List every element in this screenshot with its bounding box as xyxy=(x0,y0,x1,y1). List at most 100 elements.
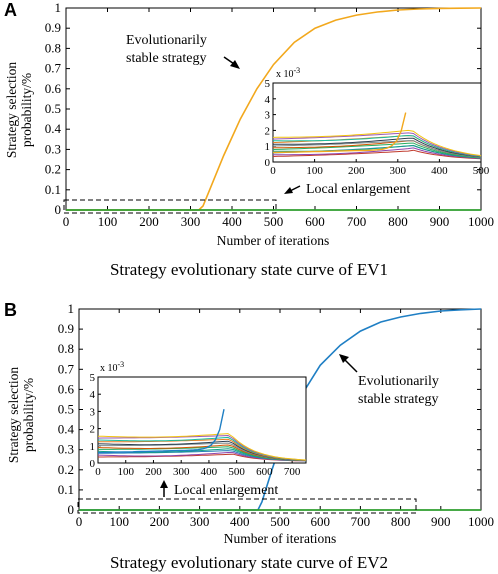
panel-a-inset-xtick-label: 400 xyxy=(431,165,448,177)
panel-b-ytick-label: 0.6 xyxy=(58,381,75,396)
panel-b-inset-ytick-label: 4 xyxy=(90,389,96,401)
panel-a-ytick-label: 0.8 xyxy=(45,40,61,55)
panel-a-letter: A xyxy=(4,0,17,20)
panel-a-ytick-label: 0.6 xyxy=(45,81,62,96)
panel-a-annotation-line2: stable strategy xyxy=(126,51,206,66)
panel-a-inset-strategy-curve xyxy=(273,134,482,157)
panel-b-xtick-label: 400 xyxy=(230,514,250,529)
panel-b-inset-ytick-label: 2 xyxy=(90,424,96,436)
panel-b-ylabel-line2: probability/% xyxy=(21,378,36,452)
panel-b-letter: B xyxy=(4,300,17,320)
panel-a-ess-curve xyxy=(66,7,482,211)
panel-b-inset-arrowhead xyxy=(160,480,168,488)
panel-a-inset-arrowhead xyxy=(284,187,293,194)
panel-a-xtick-label: 300 xyxy=(181,214,201,229)
panel-a-inset-ytick-label: 5 xyxy=(265,78,271,90)
panel-b-ytick-label: 0 xyxy=(68,502,75,517)
panel-a-inset-series xyxy=(272,112,482,160)
panel-a-inset-strategy-curve xyxy=(272,142,482,159)
panel-a-caption: Strategy evolutionary state curve of EV1 xyxy=(110,260,388,279)
panel-a-xtick-label: 500 xyxy=(264,214,284,229)
panel-b-xtick-label: 200 xyxy=(150,514,170,529)
panel-a-xlabel: Number of iterations xyxy=(217,233,329,248)
panel-a-annotation-line1: Evolutionarily xyxy=(126,33,207,48)
panel-b-ytick-label: 0.4 xyxy=(58,422,75,437)
panel-b-inset-ytick-label: 3 xyxy=(90,406,96,418)
panel-a-ytick-label: 0.9 xyxy=(45,20,61,35)
panel-a-inset-xtick-label: 300 xyxy=(390,165,407,177)
panel-a-series xyxy=(66,7,482,211)
panel-a-inset-exponent: x 10-3 xyxy=(276,66,300,80)
panel-b-inset-xtick-label: 0 xyxy=(95,466,101,478)
panel-b: B Strategy selection probability/% 0 0.1 0… xyxy=(4,300,494,572)
panel-a-inset-xtick-label: 100 xyxy=(306,165,323,177)
panel-b-x-ticks: 0 100 200 300 400 500 600 700 800 900 1000 xyxy=(76,309,494,529)
panel-a-xtick-label: 200 xyxy=(139,214,159,229)
panel-b-inset-xtick-label: 100 xyxy=(117,466,134,478)
panel-a-inset-strategy-curve xyxy=(272,129,482,157)
panel-a-ylabel-line1: Strategy selection xyxy=(4,62,19,159)
panel-a-xtick-label: 0 xyxy=(63,214,70,229)
panel-b-xtick-label: 600 xyxy=(310,514,330,529)
panel-b-ytick-label: 1 xyxy=(68,301,75,316)
panel-b-inset-xtick-label: 400 xyxy=(201,466,218,478)
panel-a-inset-strategy-curve xyxy=(272,132,482,157)
panel-b-annotation-line2: stable strategy xyxy=(358,392,438,407)
panel-a-inset-label: Local enlargement xyxy=(306,182,410,197)
panel-a-inset-strategy-curve xyxy=(272,140,482,158)
panel-b-inset-strategy-curve xyxy=(97,433,307,461)
panel-b-ytick-label: 0.2 xyxy=(58,462,74,477)
panel-a-inset-strategy-curve xyxy=(272,149,482,160)
panel-a: A Strategy selection probability/% 00.10… xyxy=(4,0,494,279)
panel-a-ytick-label: 0.7 xyxy=(45,61,62,76)
panel-b-inset-xtick-label: 300 xyxy=(173,466,190,478)
panel-b-ytick-label: 0.3 xyxy=(58,442,74,457)
panel-a-y-ticks: 0 0.1 0.2 0.3 0.4 0.5 0.6 0.7 0.8 0.9 1 xyxy=(45,0,481,217)
panel-b-inset-xtick-label: 700 xyxy=(284,466,301,478)
panel-a-inset-ticks: 0 1 2 3 4 5 0 100 200 300 400 500 xyxy=(265,78,490,177)
panel-b-inset-xtick-label: 200 xyxy=(145,466,162,478)
panel-a-xtick-label: 100 xyxy=(98,214,118,229)
panel-b-xlabel: Number of iterations xyxy=(224,531,336,546)
panel-b-zoom-box xyxy=(77,498,417,514)
panel-b-xtick-label: 0 xyxy=(76,514,83,529)
panel-a-inset-ytick-label: 3 xyxy=(265,110,271,122)
panel-a-xtick-label: 700 xyxy=(347,214,367,229)
panel-b-inset-ytick-label: 5 xyxy=(90,372,96,384)
panel-b-inset-ytick-label: 0 xyxy=(90,458,96,470)
panel-b-inset-xtick-label: 600 xyxy=(256,466,273,478)
panel-a-inset-xtick-label: 200 xyxy=(348,165,365,177)
panel-a-ytick-label: 0.4 xyxy=(45,121,62,136)
panel-a-inset-ess-curve xyxy=(272,112,407,154)
panel-b-inset-ess-curve xyxy=(97,409,225,454)
panel-b-xtick-label: 500 xyxy=(270,514,290,529)
panel-b-inset-ticks: 0 1 2 3 4 5 0 100 200 300 400 500 600 700 xyxy=(90,372,301,478)
panel-b-xtick-label: 100 xyxy=(109,514,129,529)
panel-b-ytick-label: 0.7 xyxy=(58,361,75,376)
panel-b-xtick-label: 1000 xyxy=(468,514,494,529)
panel-b-ylabel-line1: Strategy selection xyxy=(6,367,21,464)
panel-a-inset-strategy-curve xyxy=(273,137,482,158)
panel-a-ytick-label: 0.3 xyxy=(45,141,61,156)
panel-a-ytick-label: 1 xyxy=(55,0,62,15)
panel-a-ytick-label: 0.5 xyxy=(45,101,61,116)
panel-b-ytick-label: 0.1 xyxy=(58,482,74,497)
panel-b-y-ticks: 0 0.1 0.2 0.3 0.4 0.5 0.6 0.7 0.8 0.9 1 xyxy=(58,301,481,517)
panel-a-inset-xtick-label: 500 xyxy=(473,165,490,177)
panel-a-xtick-label: 600 xyxy=(305,214,325,229)
panel-a-inset-strategy-curve xyxy=(273,147,482,159)
panel-a-annotation-arrowhead xyxy=(230,60,240,69)
panel-a-inset-ytick-label: 0 xyxy=(265,157,271,169)
panel-a-inset-ytick-label: 4 xyxy=(265,94,271,106)
panel-b-xtick-label: 900 xyxy=(431,514,451,529)
panel-b-xtick-label: 300 xyxy=(190,514,210,529)
panel-b-inset-label: Local enlargement xyxy=(174,483,278,498)
panel-a-xtick-label: 1000 xyxy=(468,214,494,229)
panel-b-ytick-label: 0.5 xyxy=(58,402,74,417)
panel-a-xtick-label: 400 xyxy=(222,214,242,229)
panel-b-annotation-line1: Evolutionarily xyxy=(358,374,439,389)
panel-b-ytick-label: 0.8 xyxy=(58,341,74,356)
panel-a-inset-xtick-label: 0 xyxy=(270,165,276,177)
panel-b-inset-exponent: x 10-3 xyxy=(100,360,124,374)
panel-a-ytick-label: 0.1 xyxy=(45,182,61,197)
